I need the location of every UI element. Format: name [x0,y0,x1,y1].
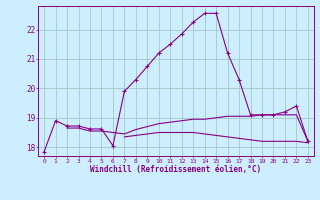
X-axis label: Windchill (Refroidissement éolien,°C): Windchill (Refroidissement éolien,°C) [91,165,261,174]
